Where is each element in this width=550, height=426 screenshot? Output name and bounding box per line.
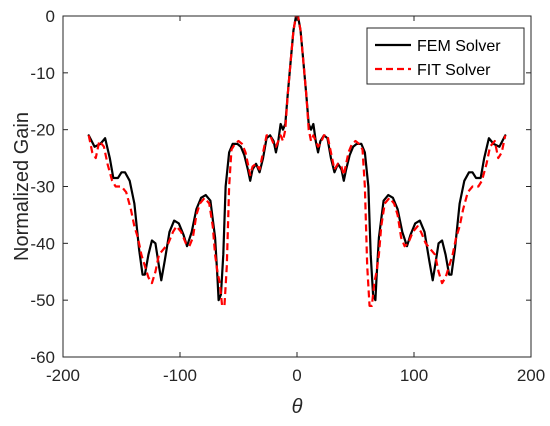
y-tick-label: -60 xyxy=(30,348,55,367)
series-layer xyxy=(87,16,507,307)
ticks-layer: -200 -100 0 100 200 0 -10 -20 -30 -40 -50 -60 xyxy=(30,7,545,385)
y-axis-label: Normalized Gain xyxy=(11,112,33,261)
y-tick-label: -50 xyxy=(30,291,55,310)
legend: FEM Solver FIT Solver xyxy=(366,27,525,85)
y-tick-label: -40 xyxy=(30,234,55,253)
x-tick-label: 200 xyxy=(517,366,545,385)
series-line-fit-solver xyxy=(87,16,507,307)
x-tick-label: -200 xyxy=(46,366,80,385)
y-tick-label: -10 xyxy=(30,64,55,83)
x-tick-label: 100 xyxy=(400,366,428,385)
legend-label: FIT Solver xyxy=(417,62,491,79)
y-tick-label: -30 xyxy=(30,178,55,197)
y-tick-label: 0 xyxy=(46,7,55,26)
legend-box xyxy=(366,27,525,85)
x-tick-label: 0 xyxy=(292,366,301,385)
y-tick-label: -20 xyxy=(30,121,55,140)
legend-label: FEM Solver xyxy=(417,38,501,55)
x-axis-label: θ xyxy=(292,396,303,418)
x-tick-label: -100 xyxy=(163,366,197,385)
